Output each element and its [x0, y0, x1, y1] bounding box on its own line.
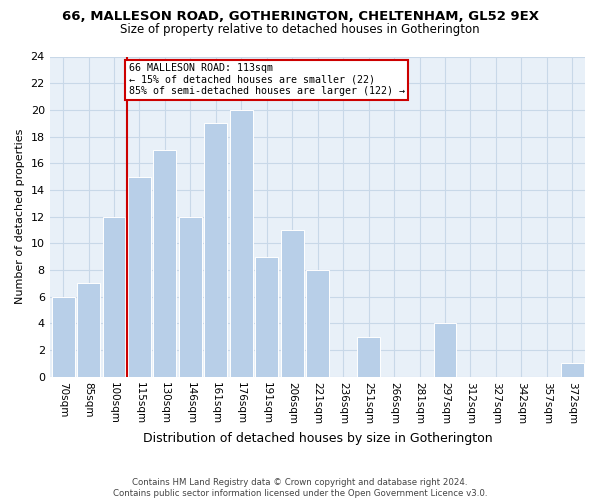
- Bar: [256, 256, 278, 376]
- Bar: [128, 176, 151, 376]
- Bar: [357, 336, 380, 376]
- Bar: [179, 216, 202, 376]
- Y-axis label: Number of detached properties: Number of detached properties: [15, 129, 25, 304]
- Bar: [561, 364, 584, 376]
- Bar: [103, 216, 125, 376]
- Text: 66 MALLESON ROAD: 113sqm
← 15% of detached houses are smaller (22)
85% of semi-d: 66 MALLESON ROAD: 113sqm ← 15% of detach…: [129, 63, 405, 96]
- Text: Size of property relative to detached houses in Gotherington: Size of property relative to detached ho…: [120, 22, 480, 36]
- Bar: [205, 123, 227, 376]
- Bar: [306, 270, 329, 376]
- Bar: [154, 150, 176, 376]
- Text: Contains HM Land Registry data © Crown copyright and database right 2024.
Contai: Contains HM Land Registry data © Crown c…: [113, 478, 487, 498]
- Text: 66, MALLESON ROAD, GOTHERINGTON, CHELTENHAM, GL52 9EX: 66, MALLESON ROAD, GOTHERINGTON, CHELTEN…: [62, 10, 539, 23]
- Bar: [230, 110, 253, 376]
- Bar: [281, 230, 304, 376]
- Bar: [77, 284, 100, 376]
- X-axis label: Distribution of detached houses by size in Gotherington: Distribution of detached houses by size …: [143, 432, 493, 445]
- Bar: [52, 296, 74, 376]
- Bar: [434, 324, 457, 376]
